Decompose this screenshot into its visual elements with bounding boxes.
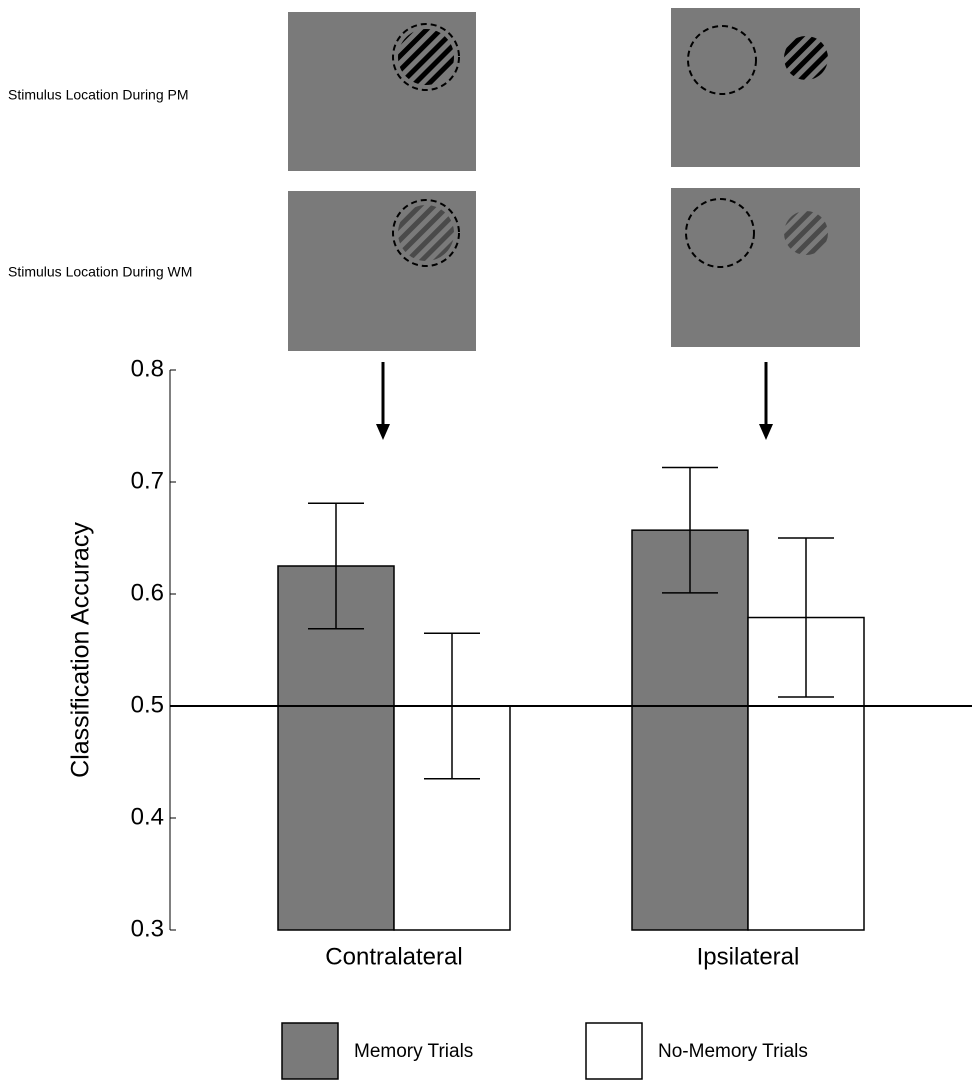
stimulus <box>784 211 828 255</box>
y-tick-label: 0.4 <box>131 803 164 830</box>
y-tick-label: 0.5 <box>131 691 164 718</box>
stimulus <box>784 36 828 80</box>
panel <box>288 191 476 351</box>
legend-label: No-Memory Trials <box>658 1041 808 1062</box>
legend-swatch <box>281 1022 339 1080</box>
legend-label: Memory Trials <box>354 1041 473 1062</box>
x-tick-label: Ipsilateral <box>697 943 800 970</box>
row-label: Stimulus Location During WM <box>8 264 192 280</box>
location-ring <box>392 199 460 267</box>
y-tick-label: 0.3 <box>131 915 164 942</box>
y-tick-label: 0.8 <box>131 355 164 382</box>
arrows <box>376 362 773 440</box>
location-ring <box>685 198 755 268</box>
bar <box>631 529 749 931</box>
panel <box>671 188 860 347</box>
y-tick-label: 0.6 <box>131 579 164 606</box>
arrow-head <box>376 424 390 440</box>
row-label: Stimulus Location During PM <box>8 87 189 103</box>
stimulus <box>398 29 454 85</box>
panel <box>671 8 860 167</box>
location-ring <box>687 25 757 95</box>
y-axis-label: Classification Accuracy <box>67 522 95 778</box>
stimulus-panels: Stimulus Location During PM Stimulus Loc… <box>8 8 860 351</box>
location-ring <box>392 23 460 91</box>
stimulus <box>398 205 454 261</box>
error-bar <box>662 466 718 594</box>
arrow-head <box>759 424 773 440</box>
error-bar <box>778 537 834 698</box>
error-bar <box>308 502 364 630</box>
legend-swatch <box>585 1022 643 1080</box>
panel <box>288 12 476 171</box>
x-tick-label: Contralateral <box>325 943 462 970</box>
y-tick-label: 0.7 <box>131 467 164 494</box>
